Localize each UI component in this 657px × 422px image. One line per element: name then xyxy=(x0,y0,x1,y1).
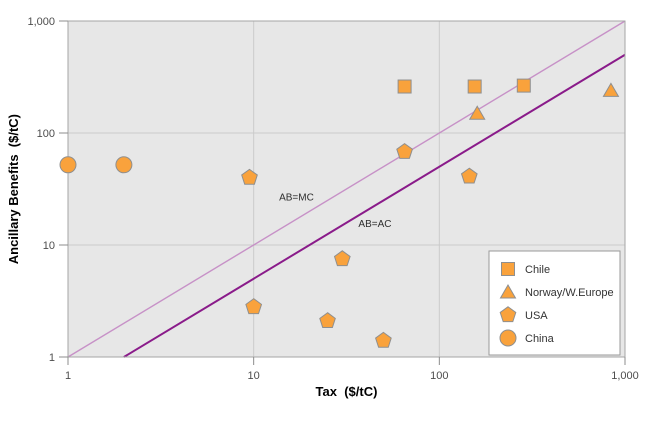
x-tick-label: 10 xyxy=(248,370,260,382)
legend-item-china: China xyxy=(499,329,555,347)
series-usa-markers xyxy=(241,142,478,348)
ref-line-label-ab-ac: AB=AC xyxy=(358,219,391,230)
ref-line-ab-mc xyxy=(67,20,626,358)
y-tick-label: 100 xyxy=(37,128,55,140)
legend-item-chile: Chile xyxy=(501,262,550,276)
x-tick-label: 1 xyxy=(65,370,71,382)
legend-label-china: China xyxy=(525,333,555,345)
legend-label-norway-w-europe: Norway/W.Europe xyxy=(525,287,614,299)
ref-line-label-ab-mc: AB=MC xyxy=(279,192,314,203)
y-axis-title: Ancillary Benefits ($/tC) xyxy=(5,113,21,265)
x-tick-label: 1,000 xyxy=(611,370,639,382)
series-norway-w-europe-markers xyxy=(468,82,620,120)
legend-label-chile: Chile xyxy=(525,264,550,276)
y-tick-label: 1 xyxy=(49,352,55,364)
y-tick-label: 1,000 xyxy=(27,16,55,28)
legend-item-norway-w-europe: Norway/W.Europe xyxy=(499,283,614,299)
y-tick-label: 10 xyxy=(43,240,55,252)
ref-line-ab-ac xyxy=(123,53,626,358)
y-axis-title-wrap: Ancillary Benefits ($/tC) xyxy=(0,21,26,357)
x-axis-ticks: 1 10 100 1,000 xyxy=(65,357,639,382)
x-axis-title: Tax ($/tC) xyxy=(315,384,378,399)
series-china-markers xyxy=(59,156,133,174)
legend-label-usa: USA xyxy=(525,310,548,322)
legend-item-usa: USA xyxy=(499,306,548,323)
series-chile-markers xyxy=(397,78,531,94)
plot-border xyxy=(67,20,626,358)
x-tick-label: 100 xyxy=(430,370,448,382)
y-axis-ticks: 1 10 100 1,000 xyxy=(27,16,68,364)
